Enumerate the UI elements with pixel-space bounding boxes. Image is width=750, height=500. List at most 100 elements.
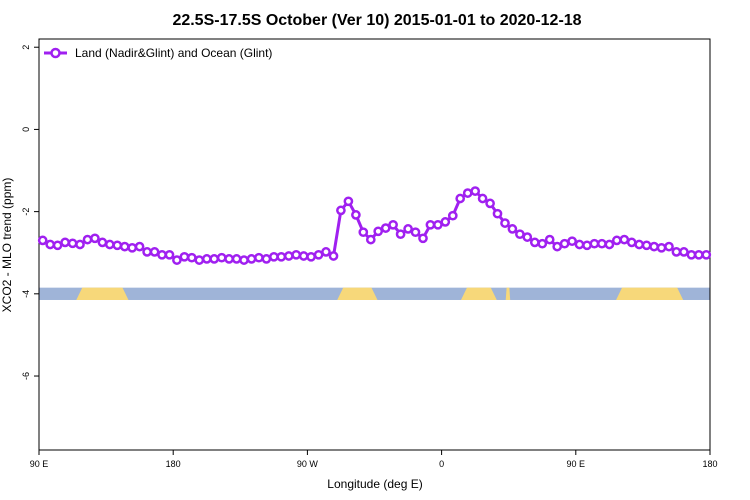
x-axis-label: Longitude (deg E) — [327, 477, 422, 491]
data-point — [90, 233, 100, 244]
data-point — [515, 229, 525, 240]
data-point — [336, 205, 346, 216]
data-point — [231, 254, 242, 264]
data-point — [269, 251, 279, 262]
data-point — [567, 236, 577, 247]
y-tick-label: -2 — [21, 208, 31, 216]
data-point — [45, 239, 56, 250]
data-point — [306, 251, 316, 262]
data-point — [216, 252, 227, 263]
data-point — [522, 232, 533, 242]
data-point — [119, 241, 130, 252]
data-point — [134, 241, 145, 252]
data-point — [664, 241, 674, 252]
data-point — [447, 210, 458, 221]
data-point — [388, 219, 398, 230]
data-point — [462, 188, 473, 198]
data-point — [328, 251, 339, 261]
land-segment — [337, 287, 378, 300]
y-axis: 2 0 -2 -4 -6 — [21, 45, 39, 380]
x-tick-label: 180 — [166, 459, 181, 469]
data-point — [425, 219, 436, 230]
data-point — [492, 208, 503, 219]
data-point — [529, 237, 540, 248]
data-point — [693, 249, 704, 260]
data-point — [626, 237, 637, 248]
data-point — [82, 234, 93, 245]
series-layer — [37, 186, 712, 265]
data-point — [365, 234, 376, 245]
data-point — [201, 254, 212, 264]
data-point — [343, 196, 354, 207]
data-point — [649, 241, 659, 252]
plot-area — [37, 38, 712, 451]
data-point — [380, 223, 391, 233]
land-segment — [76, 287, 129, 300]
y-tick-label: -6 — [21, 372, 31, 380]
data-point — [75, 239, 85, 250]
data-point — [507, 224, 518, 234]
data-point — [127, 242, 138, 253]
data-point — [104, 239, 115, 250]
data-point — [321, 247, 331, 257]
data-point — [276, 251, 287, 262]
data-point — [97, 237, 108, 248]
data-point — [455, 193, 466, 204]
surface-band — [39, 287, 710, 300]
plot-frame — [38, 38, 711, 451]
x-tick-label: 90 E — [567, 459, 586, 469]
data-point — [254, 252, 264, 263]
data-point — [410, 227, 421, 238]
data-point — [291, 249, 302, 260]
y-tick-label: 0 — [21, 127, 31, 132]
data-point — [52, 240, 63, 251]
data-point — [440, 217, 451, 227]
land-segment — [616, 287, 684, 300]
data-point — [261, 254, 272, 264]
x-axis: 90 E 180 90 W 0 90 E 180 — [30, 450, 718, 469]
land-segment — [505, 287, 511, 300]
data-point — [283, 251, 294, 261]
data-point — [351, 210, 361, 220]
data-point — [485, 198, 495, 209]
data-point — [604, 239, 615, 250]
data-point — [574, 239, 585, 250]
data-point — [679, 247, 689, 257]
data-point — [544, 234, 555, 245]
data-point — [194, 255, 205, 265]
data-point — [641, 240, 652, 251]
x-tick-label: 0 — [439, 459, 444, 469]
data-point — [209, 254, 220, 264]
data-point — [500, 218, 510, 228]
data-point — [313, 249, 324, 260]
data-point — [395, 229, 406, 240]
data-point — [597, 238, 607, 249]
data-point — [149, 247, 160, 257]
legend: Land (Nadir&Glint) and Ocean (Glint) — [44, 46, 272, 60]
data-point — [358, 227, 369, 238]
data-point — [157, 249, 167, 260]
data-point — [164, 249, 175, 260]
data-point — [179, 251, 190, 262]
chart-title: 22.5S-17.5S October (Ver 10) 2015-01-01 … — [172, 12, 581, 29]
y-tick-label: -4 — [21, 290, 31, 298]
data-point — [298, 251, 309, 261]
ocean-band — [39, 287, 710, 300]
data-point — [686, 249, 697, 260]
data-point — [418, 233, 428, 244]
data-point — [186, 252, 197, 263]
data-point — [224, 254, 234, 264]
x-tick-label: 180 — [702, 459, 717, 469]
data-point — [37, 235, 48, 246]
data-point — [172, 255, 182, 265]
data-point — [246, 254, 257, 264]
data-point — [634, 239, 645, 250]
data-point — [477, 193, 488, 204]
data-point — [552, 241, 563, 252]
data-point — [701, 249, 712, 260]
data-point — [142, 247, 152, 257]
data-point — [403, 224, 413, 234]
y-tick-label: 2 — [21, 45, 31, 50]
x-tick-label: 90 E — [30, 459, 49, 469]
